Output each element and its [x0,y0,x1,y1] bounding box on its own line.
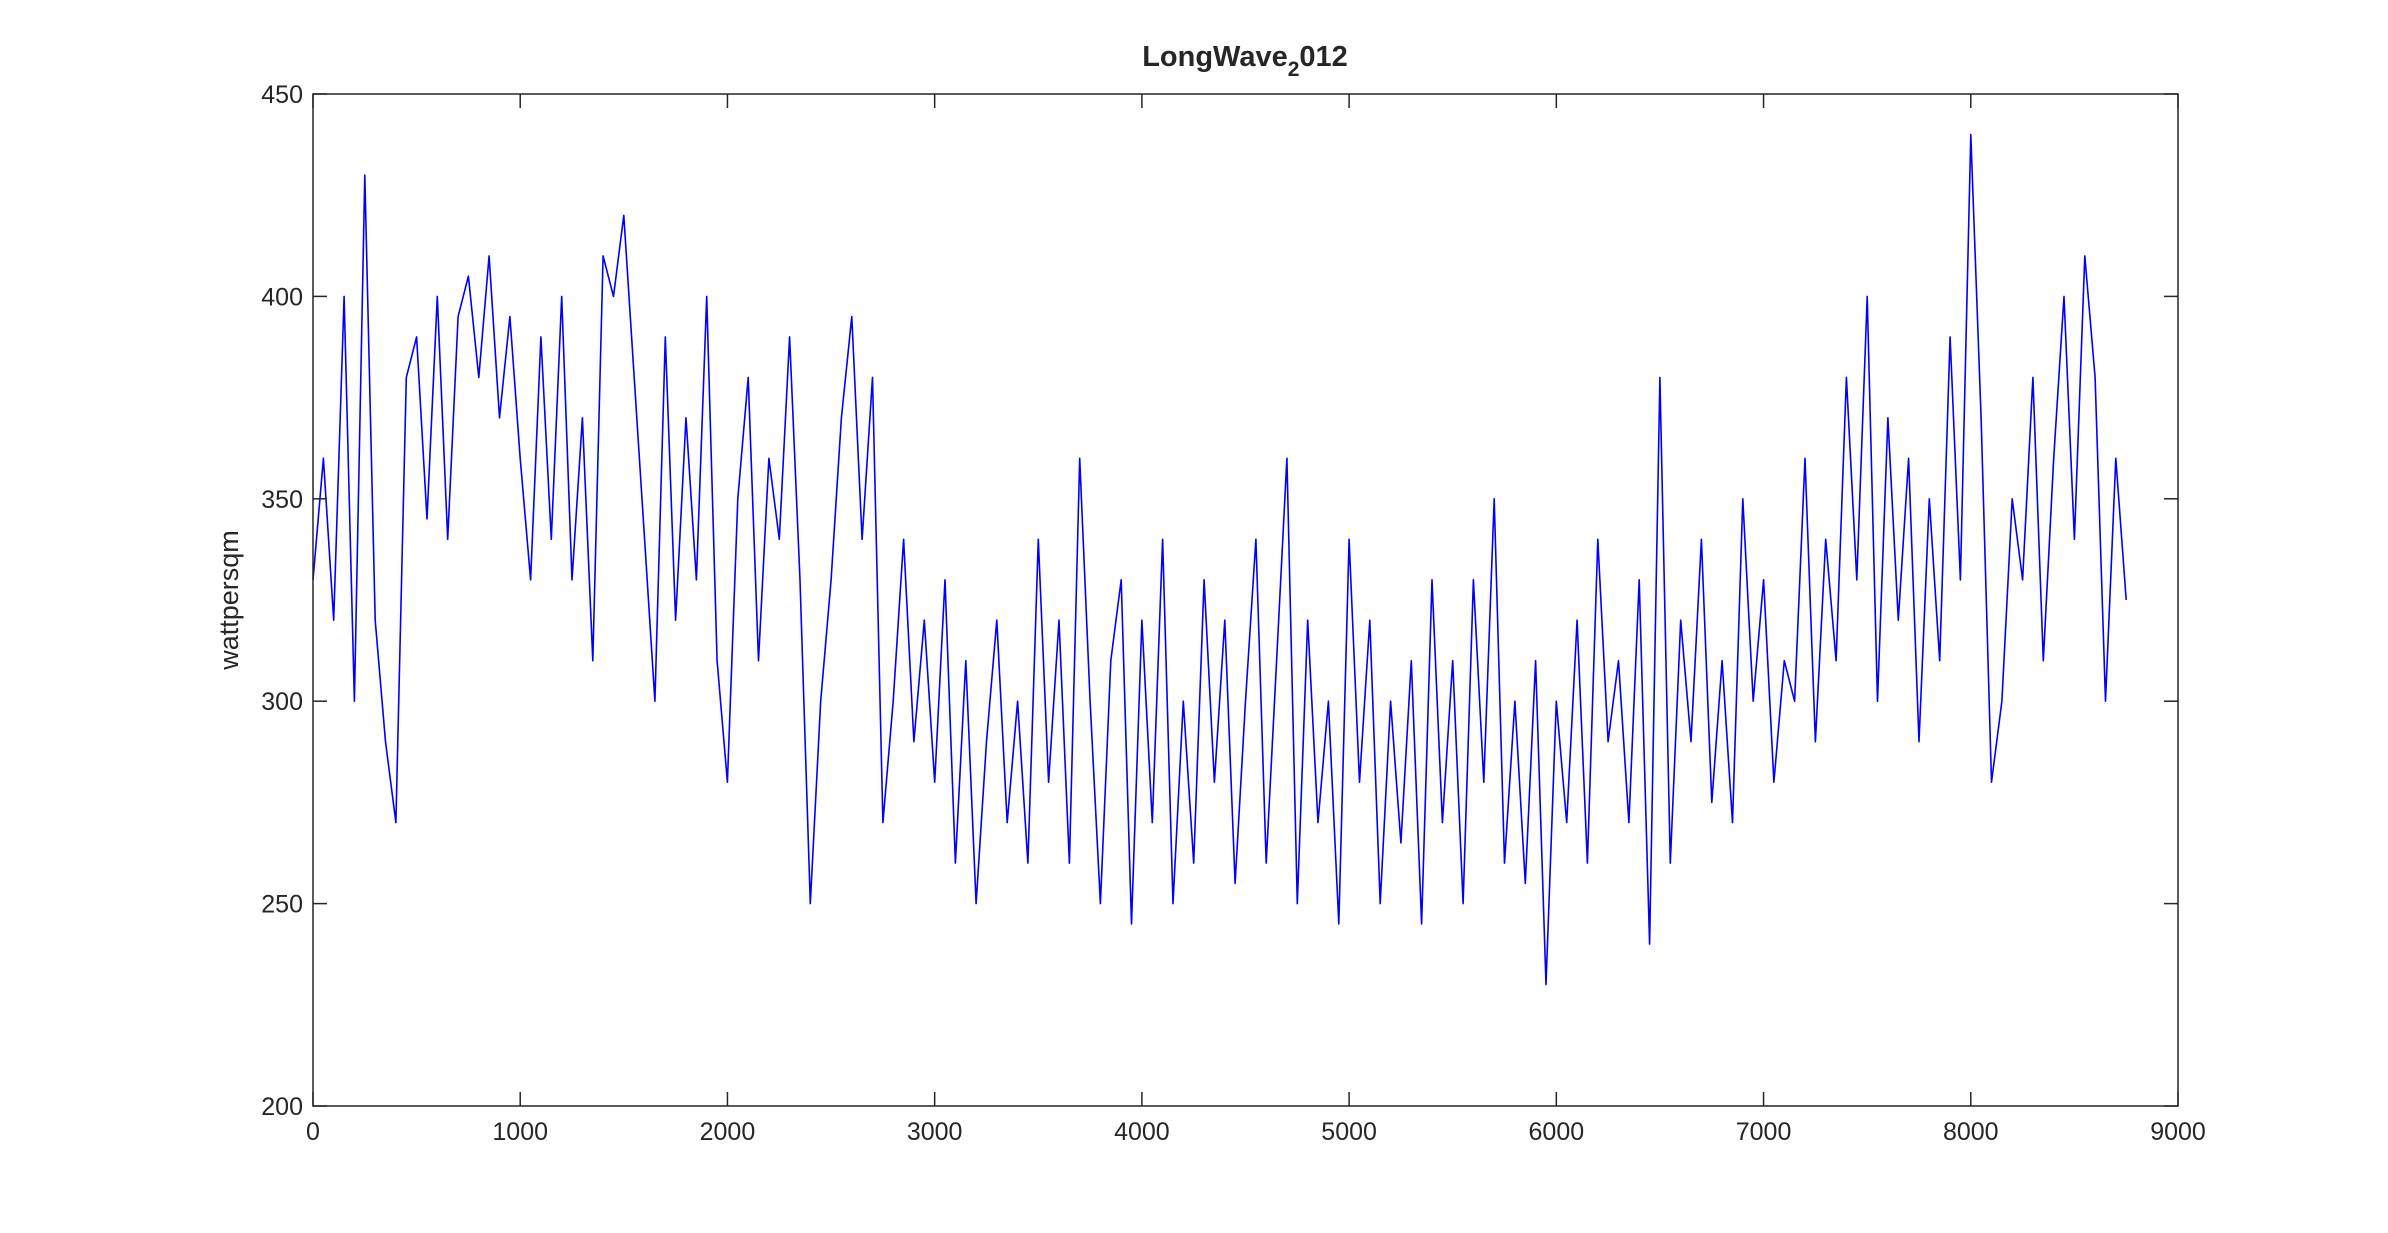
title-main: LongWave [1142,41,1288,73]
y-tick-label: 300 [261,688,303,716]
y-tick-label: 350 [261,486,303,514]
data-line [312,133,2127,986]
title-subscript: 2 [1288,58,1300,81]
x-tick-label: 0 [306,1118,320,1146]
x-tick-label: 3000 [907,1118,963,1146]
x-tick-label: 5000 [1321,1118,1377,1146]
title-rest: 012 [1299,41,1347,73]
x-tick-label: 7000 [1736,1118,1792,1146]
y-axis-label: wattpersqm [214,530,244,671]
y-tick-label: 400 [261,283,303,311]
y-tick-label: 250 [261,891,303,919]
x-tick-label: 4000 [1114,1118,1170,1146]
x-tick-label: 9000 [2150,1118,2206,1146]
x-tick-label: 2000 [700,1118,756,1146]
y-tick-label: 450 [261,81,303,109]
axes-box [312,93,2179,1107]
x-tick-label: 6000 [1529,1118,1585,1146]
y-tick-label: 200 [261,1093,303,1121]
x-tick-label: 8000 [1943,1118,1999,1146]
chart-title: LongWave2012 [1142,41,1348,81]
x-tick-label: 1000 [492,1118,548,1146]
